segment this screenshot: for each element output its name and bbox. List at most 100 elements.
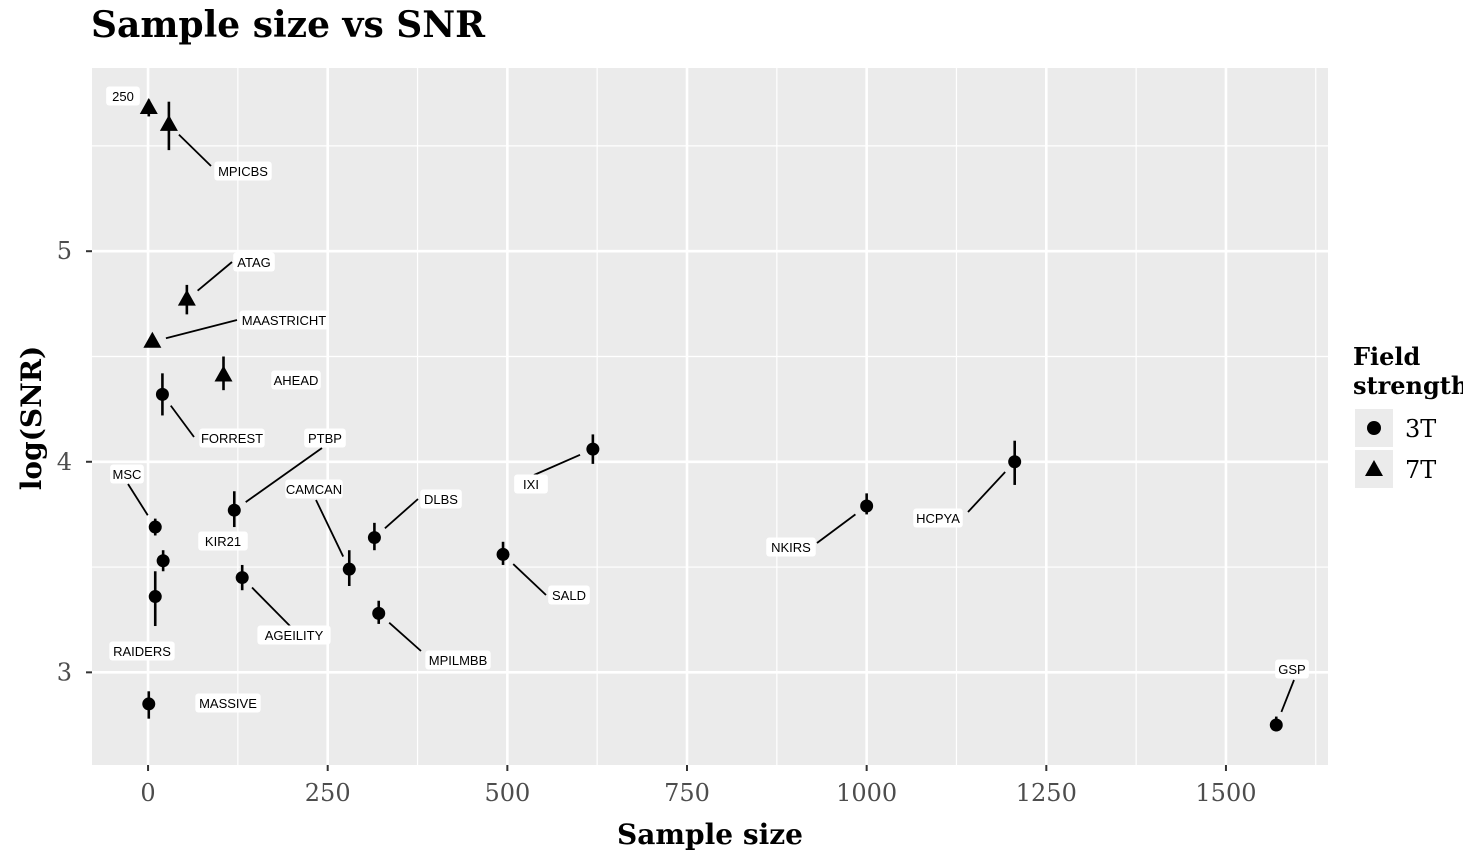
label-box-ixi — [514, 474, 548, 494]
leader-line-nkirs — [816, 513, 856, 544]
point-label-raiders: RAIDERS — [113, 644, 171, 659]
leader-line-mpicbs — [178, 133, 212, 167]
leader-line-atag — [197, 261, 233, 292]
point-label-ageility: AGEILITY — [265, 628, 324, 643]
point-ptbp — [227, 503, 241, 517]
leader-line-msc — [127, 483, 149, 516]
label-box-nkirs — [766, 537, 816, 557]
y-tick-label: 4 — [57, 448, 72, 476]
x-tick-label: 0 — [140, 779, 155, 807]
legend-label-7t: 7T — [1405, 456, 1436, 484]
label-box-mpicbs — [214, 161, 272, 181]
leader-line-sald — [512, 563, 547, 596]
data-points — [139, 98, 1283, 732]
label-box-250 — [106, 86, 140, 106]
point-ageility — [235, 571, 249, 585]
x-tick-label: 1000 — [836, 779, 897, 807]
legend-title-line-2: strength — [1353, 371, 1463, 400]
leader-line-ptbp — [245, 447, 323, 503]
point-hcpya — [1008, 455, 1022, 469]
point-label-mpilmbb: MPILMBB — [429, 653, 488, 668]
y-tick-label: 5 — [57, 237, 72, 265]
legend-triangle-icon — [1365, 460, 1383, 476]
leader-line-ageility — [251, 586, 291, 627]
label-box-gsp — [1275, 659, 1309, 679]
point-label-dlbs: DLBS — [424, 492, 458, 507]
y-axis-title: log(SNR) — [15, 346, 48, 490]
chart-title: Sample size vs SNR — [91, 4, 486, 46]
point-label-nkirs: NKIRS — [771, 540, 811, 555]
point-label-massive: MASSIVE — [199, 696, 257, 711]
point-250 — [139, 98, 158, 115]
label-box-massive — [195, 693, 261, 713]
minor-gridlines — [92, 68, 1328, 765]
legend: Field strength 3T 7T — [1353, 342, 1463, 488]
point-ahead — [214, 365, 233, 382]
x-tick-label: 500 — [484, 779, 530, 807]
point-label-ahead: AHEAD — [274, 373, 319, 388]
label-box-dlbs — [420, 489, 462, 509]
point-gsp — [1269, 718, 1283, 732]
leader-line-hcpya — [967, 471, 1006, 513]
legend-title-line-1: Field — [1353, 342, 1421, 371]
point-label-maastricht: MAASTRICHT — [242, 313, 327, 328]
point-atag — [177, 289, 196, 306]
leader-line-ixi — [533, 453, 581, 476]
leader-line-maastricht — [165, 319, 238, 340]
point-camcan — [342, 562, 356, 576]
label-box-ptbp — [304, 428, 346, 448]
point-sald — [496, 547, 510, 561]
label-box-msc — [110, 464, 144, 484]
x-axis-title: Sample size — [617, 818, 803, 851]
label-box-sald — [548, 585, 590, 605]
label-box-hcpya — [913, 508, 963, 528]
point-massive — [142, 697, 156, 711]
label-box-raiders — [109, 641, 175, 661]
plot-panel — [92, 68, 1328, 765]
point-forrest — [155, 387, 169, 401]
leader-line-forrest — [170, 405, 195, 438]
label-box-mpilmbb — [425, 650, 491, 670]
point-label-sald: SALD — [552, 588, 586, 603]
point-label-mpicbs: MPICBS — [218, 164, 268, 179]
label-leader-lines — [127, 133, 1295, 713]
y-tick-label: 3 — [57, 658, 72, 686]
point-label-hcpya: HCPYA — [916, 511, 960, 526]
point-ixi — [586, 442, 600, 456]
label-box-ageility — [257, 625, 331, 645]
point-label-camcan: CAMCAN — [286, 482, 342, 497]
point-label-250: 250 — [112, 89, 134, 104]
leader-line-camcan — [315, 499, 345, 557]
point-raiders — [148, 590, 162, 604]
x-tick-label: 1500 — [1195, 779, 1256, 807]
legend-label-3t: 3T — [1405, 415, 1436, 443]
label-box-forrest — [199, 428, 265, 448]
point-mpicbs — [159, 114, 178, 131]
label-box-atag — [233, 252, 275, 272]
label-box-ahead — [271, 370, 321, 390]
x-axis: 0 250 500 750 1000 1250 1500 — [140, 765, 1256, 807]
point-msc — [148, 520, 162, 534]
point-label-forrest: FORREST — [201, 431, 263, 446]
point-kir21 — [156, 554, 170, 568]
leader-line-mpilmbb — [388, 622, 422, 652]
leader-line-dlbs — [384, 498, 419, 529]
point-mpilmbb — [372, 606, 386, 620]
point-label-kir21: KIR21 — [205, 534, 241, 549]
x-tick-label: 1250 — [1016, 779, 1077, 807]
label-box-camcan — [285, 479, 343, 499]
point-nkirs — [860, 499, 874, 513]
label-box-kir21 — [198, 531, 248, 551]
x-tick-label: 250 — [305, 779, 351, 807]
point-label-msc: MSC — [113, 467, 142, 482]
legend-circle-icon — [1367, 421, 1381, 435]
point-label-ixi: IXI — [523, 477, 539, 492]
label-box-maastricht — [239, 310, 329, 330]
point-label-atag: ATAG — [237, 255, 270, 270]
point-label-gsp: GSP — [1278, 662, 1305, 677]
point-label-ptbp: PTBP — [308, 431, 342, 446]
major-gridlines — [92, 68, 1328, 765]
point-labels: 250 MPICBS ATAG MAASTRICHT AHEAD FORREST PTBP K… — [106, 86, 1309, 713]
x-tick-label: 750 — [664, 779, 710, 807]
